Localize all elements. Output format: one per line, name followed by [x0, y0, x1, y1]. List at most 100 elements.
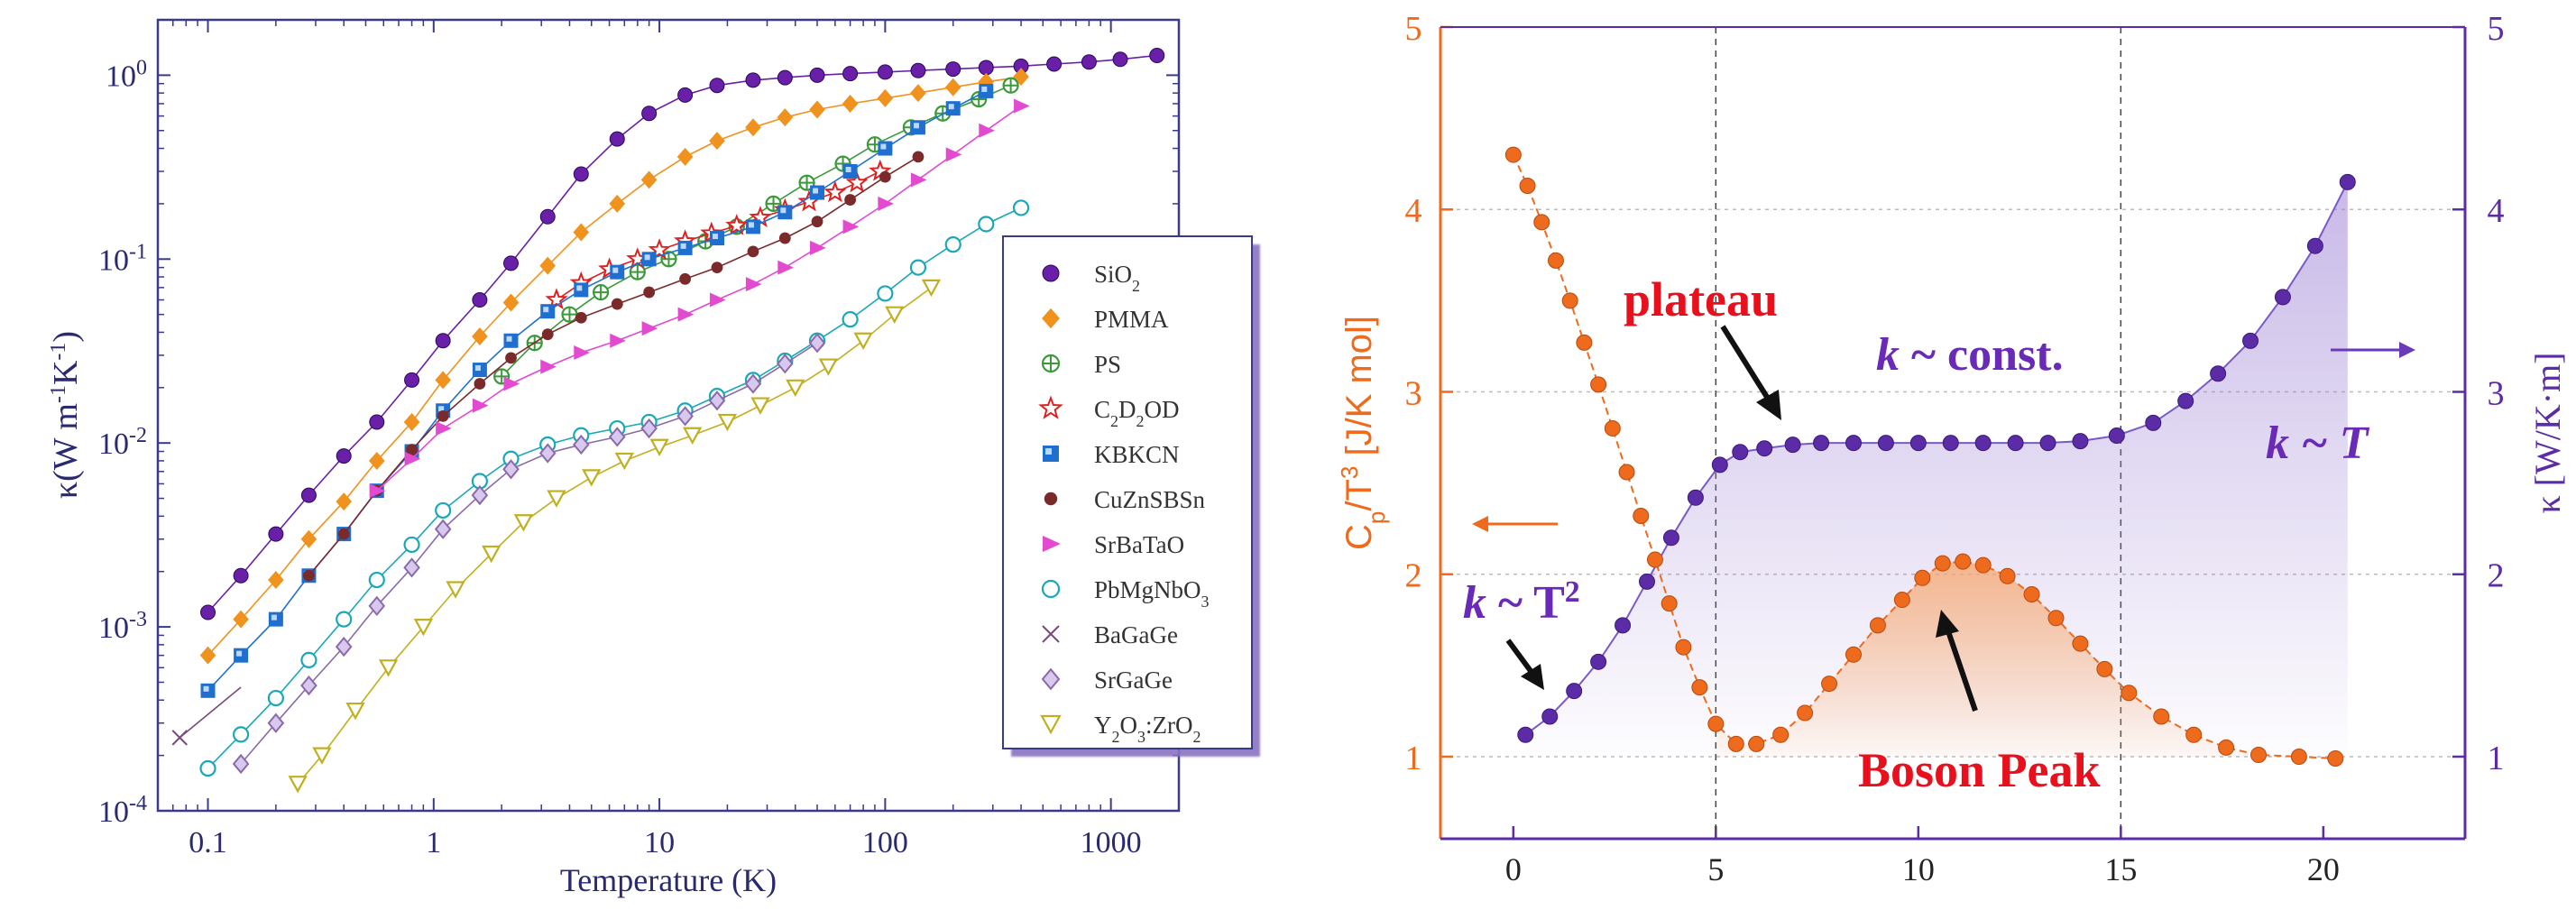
left-y-tick-label: 2	[1405, 557, 1422, 595]
data-point	[921, 279, 942, 298]
y-tick-base: 10	[98, 244, 129, 277]
data-point	[945, 147, 962, 162]
data-point	[640, 170, 658, 189]
series-cp	[1504, 146, 2344, 768]
kappa-point	[1662, 529, 1679, 547]
series-sio2	[200, 48, 1165, 620]
data-point	[711, 262, 723, 274]
legend-label: SrGaGe	[1094, 666, 1173, 694]
cp-point	[1561, 292, 1578, 309]
data-point-highlight	[271, 614, 277, 620]
kappa-point	[1590, 653, 1607, 670]
data-point	[910, 172, 927, 188]
legend-item: SrBaTaO	[1043, 531, 1184, 558]
cp-label-t: /T	[1339, 479, 1379, 511]
data-point-highlight	[948, 104, 954, 110]
cp-point	[1604, 419, 1621, 437]
series-kbkcn	[200, 83, 994, 698]
kappa-point	[1784, 437, 1801, 454]
data-point	[482, 545, 501, 564]
right-y-tick-label: 2	[2488, 557, 2505, 595]
cp-point	[2327, 750, 2344, 768]
arrow-k-t2	[1505, 639, 1544, 690]
data-point	[540, 359, 557, 374]
data-point	[844, 194, 857, 206]
data-point	[810, 240, 826, 255]
arrow-plateau	[1720, 325, 1781, 420]
data-point-highlight	[981, 86, 988, 92]
kappa-point	[1615, 617, 1632, 634]
legend-label: SiO2	[1094, 261, 1140, 295]
left-y-axis-label-base: κ(W m	[47, 403, 85, 499]
legend-label: PMMA	[1094, 306, 1169, 333]
data-point	[677, 307, 695, 322]
annotation-k-t2-k: k	[1463, 577, 1486, 629]
right-y-tick-label: 3	[2488, 374, 2505, 412]
x-tick-label: 10	[644, 826, 675, 859]
data-point	[435, 333, 451, 349]
data-point	[1043, 536, 1061, 552]
annotation-k-const-k: k	[1876, 329, 1900, 381]
kappa-point	[2242, 332, 2259, 349]
cp-point	[1633, 508, 1650, 525]
data-point-highlight	[680, 243, 686, 249]
right-y-tick-label: 4	[2488, 192, 2505, 230]
data-point-highlight	[612, 267, 619, 273]
legend-label-part: Y	[1094, 712, 1112, 739]
cp-point	[1821, 676, 1838, 693]
data-point	[539, 208, 556, 225]
cp-point	[1934, 555, 1951, 572]
data-point-highlight	[913, 123, 919, 129]
data-point	[845, 170, 869, 193]
cp-point	[2218, 739, 2235, 756]
data-point	[345, 702, 365, 721]
series-cuznsbsn	[303, 151, 925, 582]
data-point	[503, 376, 520, 391]
cp-point	[1955, 553, 1972, 570]
kappa-point	[2306, 237, 2323, 254]
legend-label-sub: 2	[1136, 412, 1145, 430]
x-tick-label: 20	[2307, 851, 2340, 887]
cp-point	[1797, 704, 1814, 722]
cp-point	[1748, 735, 1765, 752]
left-y-tick-label: 1	[1405, 740, 1422, 777]
legend-label: BaGaGe	[1094, 621, 1178, 648]
legend-label-sub: 2	[1110, 412, 1118, 430]
left-legend-box	[1002, 235, 1253, 749]
series-line	[297, 287, 932, 785]
data-point	[978, 60, 994, 76]
data-point-highlight	[506, 336, 512, 342]
data-point-highlight	[576, 285, 583, 291]
data-point	[573, 166, 589, 182]
data-point	[434, 519, 452, 539]
cp-point	[2250, 746, 2268, 763]
series-y2o3zro2	[288, 279, 942, 794]
cp-point	[1691, 679, 1708, 696]
legend-label-part: D	[1118, 396, 1136, 423]
data-point-highlight	[880, 143, 887, 150]
annotation-k-t-rest: ~ T	[2289, 418, 2370, 469]
series-pmma	[199, 68, 1029, 665]
cp-point	[1675, 639, 1692, 656]
annotation-k-t2: k ~ T2	[1463, 575, 1580, 630]
legend-label-sub: 3	[1137, 728, 1145, 746]
arrow-boson-peak	[1936, 610, 1978, 712]
data-point-highlight	[748, 222, 754, 228]
data-point	[336, 448, 352, 464]
data-point	[171, 730, 188, 746]
data-point	[610, 333, 626, 348]
data-point	[709, 132, 725, 151]
data-point	[778, 232, 791, 244]
annotation-k-t2-rest: ~ T	[1486, 577, 1565, 629]
kappa-point	[2007, 435, 2024, 452]
kappa-point	[1845, 435, 1862, 452]
data-point	[641, 106, 658, 122]
cp-point	[2185, 726, 2203, 743]
cp-line	[1512, 154, 2336, 759]
data-point	[842, 311, 859, 328]
cp-point	[1618, 464, 1635, 481]
left-y-tick-label: 4	[1405, 192, 1422, 230]
left-y-axis-label-sup1: -1	[47, 385, 70, 403]
y-tick-exponent: -4	[129, 792, 147, 815]
data-point	[267, 689, 284, 707]
